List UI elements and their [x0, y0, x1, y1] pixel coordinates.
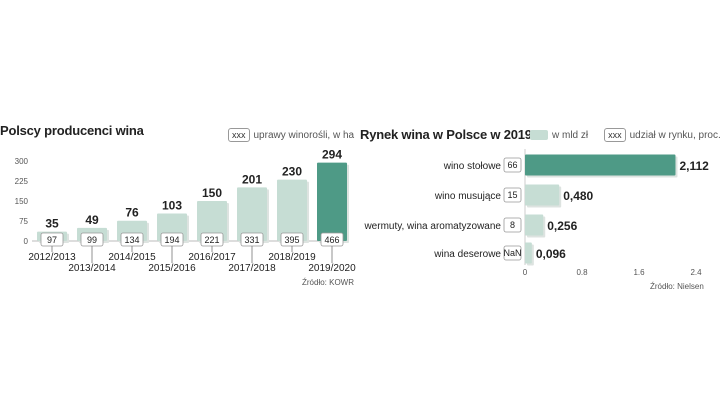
left-bar-chart: 0 75 150 225 300 35 97 2012/2013 49 99 2013/2014 76… [15, 148, 356, 274]
share-box [503, 157, 522, 173]
category-label: 2012/2013 [28, 252, 76, 263]
right-legend-share-label: udział w rynku, proc. [629, 129, 720, 141]
right-source: Źródło: Nielsen [650, 282, 704, 291]
bar-value-label: 2,112 [679, 159, 709, 173]
hectare-label: 97 [47, 235, 57, 245]
hectare-label: 99 [87, 235, 97, 245]
right-legend-value-label: w mld zł [552, 129, 589, 141]
share-label: 15 [507, 190, 517, 200]
y-tick-label: 150 [15, 197, 29, 206]
bar-value-label: 0,256 [547, 219, 577, 233]
category-label: wermuty, wina aromatyzowane [363, 221, 501, 232]
bar-value-label: 294 [322, 148, 342, 162]
bar-value-label: 103 [162, 199, 182, 213]
bar [277, 179, 307, 241]
bar-value-label: 230 [282, 165, 302, 179]
y-tick-label: 225 [15, 177, 29, 186]
category-label: 2014/2015 [108, 252, 156, 263]
category-label: 2015/2016 [148, 263, 196, 274]
bar [525, 214, 544, 236]
share-label: 8 [510, 220, 515, 230]
share-box [503, 217, 522, 233]
bar [237, 187, 267, 241]
share-label: 66 [507, 160, 517, 170]
right-legend-swatch [530, 130, 548, 140]
y-tick-label: 0 [24, 237, 29, 246]
share-box [503, 187, 522, 203]
category-label: wino musujące [434, 191, 502, 202]
x-tick-label: 1.6 [633, 268, 645, 277]
category-label: 2017/2018 [228, 263, 276, 274]
left-source: Źródło: KOWR [302, 278, 355, 287]
hectare-label: 331 [244, 235, 259, 245]
right-legend-box: xxx [604, 128, 626, 142]
x-tick-label: 0.8 [576, 268, 588, 277]
hectare-label: 221 [204, 235, 219, 245]
bar-value-label: 201 [242, 172, 262, 186]
left-legend-label: uprawy winorośli, w ha [253, 129, 355, 141]
bar-value-label: 150 [202, 186, 222, 200]
bar-value-label: 49 [85, 213, 99, 227]
bar [197, 201, 227, 241]
bar [317, 162, 347, 241]
share-label: NaN [503, 248, 521, 258]
bar [525, 242, 532, 264]
category-label: 2018/2019 [268, 252, 316, 263]
share-box [503, 245, 522, 261]
bar-value-label: 35 [45, 217, 59, 231]
hectare-label: 134 [124, 235, 139, 245]
bar-value-label: 0,480 [563, 189, 593, 203]
hectare-label: 466 [324, 235, 339, 245]
bar [525, 154, 676, 176]
category-label: wina deserowe [433, 249, 501, 260]
hectare-label: 194 [164, 235, 179, 245]
category-label: 2019/2020 [308, 263, 356, 274]
category-label: wino stołowe [443, 161, 502, 172]
x-tick-label: 2.4 [690, 268, 702, 277]
bar-value-label: 76 [125, 206, 139, 220]
left-legend: xxx uprawy winorośli, w ha [228, 128, 354, 142]
y-tick-label: 300 [15, 157, 29, 166]
right-chart-title: Rynek wina w Polsce w 2019 r. [360, 127, 543, 142]
left-chart-title: Polscy producenci wina [0, 123, 144, 138]
hectare-label: 395 [284, 235, 299, 245]
category-label: 2016/2017 [188, 252, 236, 263]
right-bar-chart: wino stołowe 66 2,112 wino musujące 15 0,480 w… [363, 149, 709, 277]
right-legend: w mld zł xxx udział w rynku, proc. [530, 128, 720, 142]
y-tick-label: 75 [19, 217, 28, 226]
bar-value-label: 0,096 [536, 247, 566, 261]
x-tick-label: 0 [523, 268, 528, 277]
left-legend-box: xxx [228, 128, 250, 142]
bar [525, 184, 560, 206]
category-label: 2013/2014 [68, 263, 116, 274]
